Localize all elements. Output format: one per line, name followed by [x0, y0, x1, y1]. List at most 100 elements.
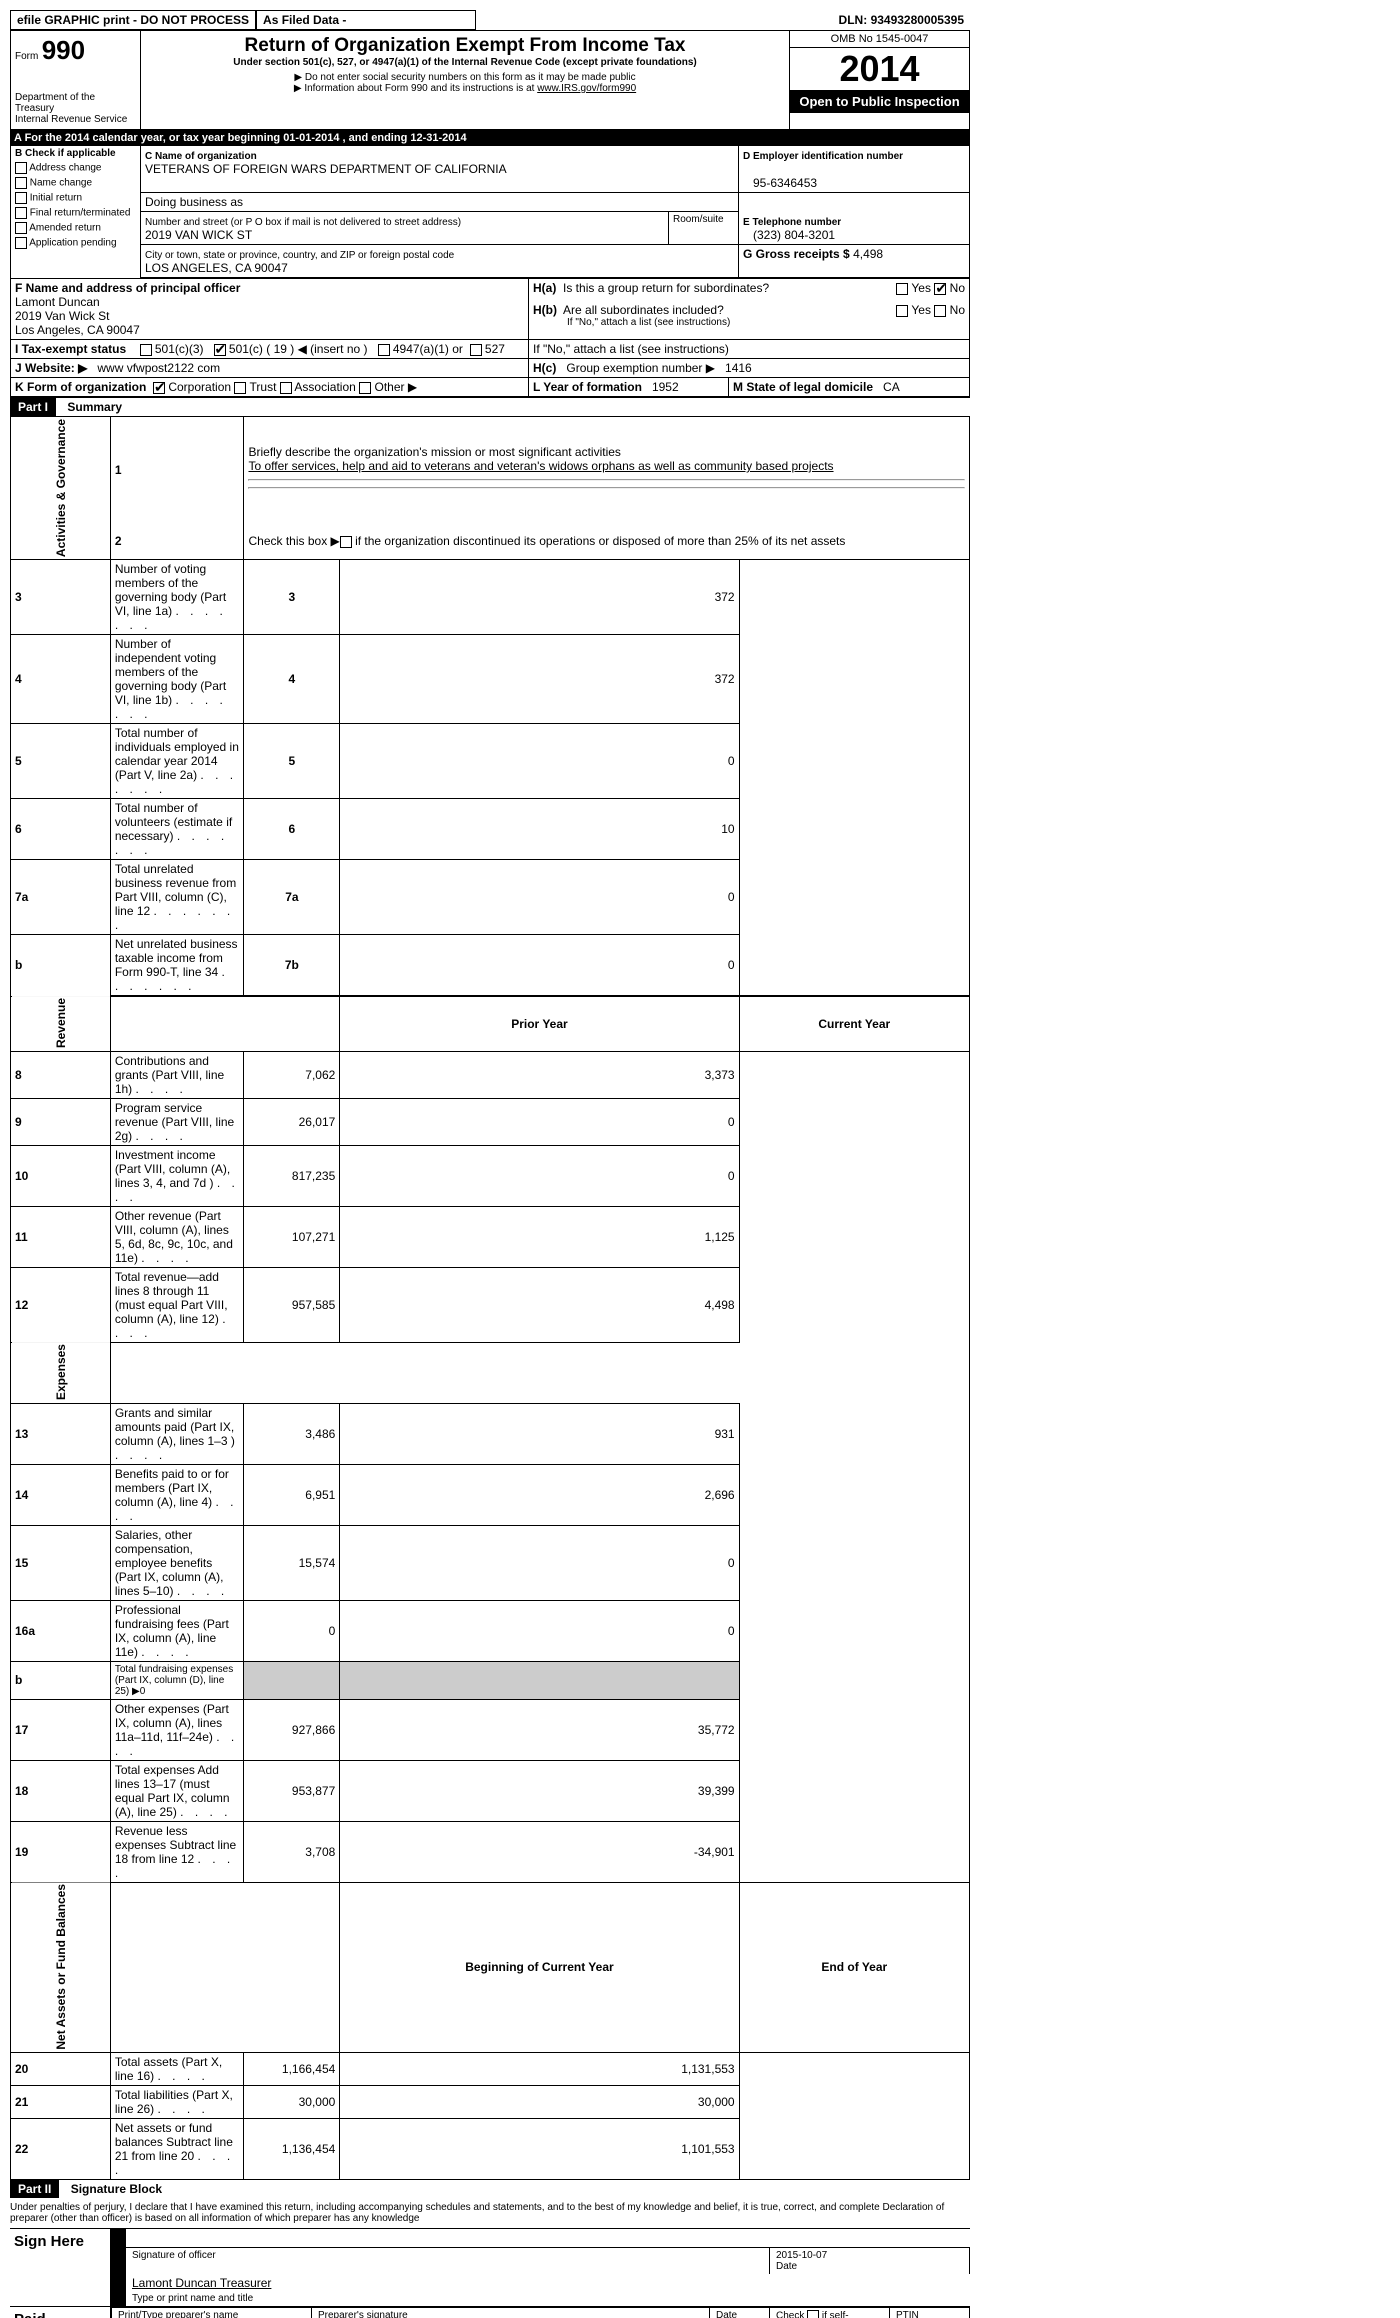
- hdr-current: Current Year: [739, 996, 969, 1051]
- j-label: J Website: ▶: [15, 361, 87, 375]
- d-label: D Employer identification number: [743, 151, 903, 162]
- summary-row: 6Total number of volunteers (estimate if…: [11, 799, 970, 860]
- gross-receipts: 4,498: [853, 247, 883, 261]
- b-option[interactable]: Application pending: [15, 237, 136, 249]
- hdr-boy: Beginning of Current Year: [340, 1882, 739, 2053]
- b-option[interactable]: Name change: [15, 177, 136, 189]
- part1-label: Part I: [10, 398, 56, 416]
- type-label: Type or print name and title: [132, 2293, 253, 2304]
- paid-preparer: Paid Preparer Use Only: [10, 2307, 110, 2318]
- summary-row: 13Grants and similar amounts paid (Part …: [11, 1403, 970, 1464]
- hb-attach-note: If "No," attach a list (see instructions…: [529, 340, 969, 359]
- hdr-eoy: End of Year: [739, 1882, 969, 2053]
- form-header: Form 990 Department of the Treasury Inte…: [10, 30, 970, 130]
- room-label: Room/suite: [669, 212, 739, 245]
- part2-title: Signature Block: [63, 2182, 162, 2196]
- form-label: Form: [15, 51, 38, 62]
- summary-row: bNet unrelated business taxable income f…: [11, 935, 970, 997]
- prep-name-label: Print/Type preparer's name: [112, 2308, 312, 2318]
- top-bar: efile GRAPHIC print - DO NOT PROCESS As …: [10, 10, 970, 30]
- b-option[interactable]: Final return/terminated: [15, 207, 136, 219]
- summary-row: 11Other revenue (Part VIII, column (A), …: [11, 1206, 970, 1267]
- hb-no[interactable]: [934, 305, 946, 317]
- declaration: Under penalties of perjury, I declare th…: [10, 2198, 970, 2228]
- summary-row: 17Other expenses (Part IX, column (A), l…: [11, 1699, 970, 1760]
- summary-table: Activities & Governance 1 Briefly descri…: [10, 416, 970, 2180]
- ha-yes[interactable]: [896, 283, 908, 295]
- ptin-label: PTIN: [890, 2308, 970, 2318]
- note-info: Information about Form 990 and its instr…: [304, 83, 537, 94]
- form-number: 990: [42, 35, 85, 65]
- hc-label: Group exemption number ▶: [566, 361, 715, 375]
- sig-date-val: 2015-10-07: [776, 2250, 827, 2261]
- officer-name: Lamont Duncan: [15, 295, 100, 309]
- preparer-block: Paid Preparer Use Only Print/Type prepar…: [10, 2306, 970, 2318]
- i-527-check[interactable]: [470, 344, 482, 356]
- l-label: L Year of formation: [533, 380, 642, 394]
- hc-value: 1416: [725, 361, 752, 375]
- side-expenses: Expenses: [11, 1342, 111, 1403]
- phone: (323) 804-3201: [743, 228, 835, 242]
- i-label: I Tax-exempt status: [15, 342, 126, 356]
- irs-link[interactable]: www.IRS.gov/form990: [537, 83, 636, 94]
- summary-row: 16aProfessional fundraising fees (Part I…: [11, 1600, 970, 1661]
- officer-city: Los Angeles, CA 90047: [15, 323, 140, 337]
- summary-row: 9Program service revenue (Part VIII, lin…: [11, 1098, 970, 1145]
- summary-row: 7aTotal unrelated business revenue from …: [11, 860, 970, 935]
- k-label: K Form of organization: [15, 380, 146, 394]
- summary-row: 4Number of independent voting members of…: [11, 635, 970, 724]
- i-501c-check[interactable]: [214, 344, 226, 356]
- k-trust-check[interactable]: [234, 382, 246, 394]
- hdr-prior: Prior Year: [340, 996, 739, 1051]
- note-ssn: Do not enter social security numbers on …: [305, 72, 636, 83]
- sign-here: Sign Here: [10, 2229, 110, 2306]
- year-formation: 1952: [652, 380, 679, 394]
- website: www vfwpost2122 com: [97, 361, 220, 375]
- org-name: VETERANS OF FOREIGN WARS DEPARTMENT OF C…: [145, 162, 507, 176]
- b-option[interactable]: Amended return: [15, 222, 136, 234]
- city: LOS ANGELES, CA 90047: [145, 261, 288, 275]
- k-other-check[interactable]: [359, 382, 371, 394]
- sig-officer-label: Signature of officer: [126, 2248, 770, 2274]
- k-corp-check[interactable]: [153, 382, 165, 394]
- officer-print-name: Lamont Duncan Treasurer: [132, 2276, 271, 2290]
- line1-label: Briefly describe the organization's miss…: [248, 445, 620, 459]
- summary-row: 10Investment income (Part VIII, column (…: [11, 1145, 970, 1206]
- mission-text: To offer services, help and aid to veter…: [248, 459, 833, 473]
- officer-h-block: F Name and address of principal officer …: [10, 279, 970, 340]
- dln: DLN: 93493280005395: [833, 11, 970, 29]
- dept-label: Department of the Treasury: [15, 92, 136, 114]
- sign-block: Sign Here Signature of officer 2015-10-0…: [10, 2228, 970, 2306]
- org-info-block: B Check if applicable Address change Nam…: [10, 146, 970, 279]
- summary-row: 19Revenue less expenses Subtract line 18…: [11, 1821, 970, 1882]
- period-row: A For the 2014 calendar year, or tax yea…: [10, 130, 970, 146]
- hb-yes[interactable]: [896, 305, 908, 317]
- c-label: C Name of organization: [145, 151, 257, 162]
- street: 2019 VAN WICK ST: [145, 228, 252, 242]
- side-net: Net Assets or Fund Balances: [11, 1882, 111, 2053]
- summary-row: 3Number of voting members of the governi…: [11, 560, 970, 635]
- m-label: M State of legal domicile: [733, 380, 873, 394]
- prep-date-label: Date: [710, 2308, 770, 2318]
- hb-label: H(b) Are all subordinates included?: [533, 303, 724, 317]
- ha-no[interactable]: [934, 283, 946, 295]
- line2-check[interactable]: [340, 536, 352, 548]
- summary-row: 20Total assets (Part X, line 16) . . . .…: [11, 2053, 970, 2086]
- open-inspection: Open to Public Inspection: [790, 90, 969, 113]
- b-option[interactable]: Initial return: [15, 192, 136, 204]
- self-emp-check[interactable]: [807, 2310, 819, 2318]
- g-label: G Gross receipts $: [743, 247, 850, 261]
- k-assoc-check[interactable]: [280, 382, 292, 394]
- i-4947-check[interactable]: [378, 344, 390, 356]
- b-option[interactable]: Address change: [15, 162, 136, 174]
- efile-label: efile GRAPHIC print - DO NOT PROCESS: [10, 10, 256, 30]
- e-label: E Telephone number: [743, 217, 841, 228]
- i-501c3-check[interactable]: [140, 344, 152, 356]
- state-domicile: CA: [883, 380, 900, 394]
- summary-row: bTotal fundraising expenses (Part IX, co…: [11, 1661, 970, 1699]
- part2-label: Part II: [10, 2180, 59, 2198]
- line2: Check this box ▶ if the organization dis…: [248, 534, 845, 548]
- summary-row: 18Total expenses Add lines 13–17 (must e…: [11, 1760, 970, 1821]
- self-emp: Check if self-employed: [770, 2308, 890, 2318]
- side-activities: Activities & Governance: [11, 417, 111, 560]
